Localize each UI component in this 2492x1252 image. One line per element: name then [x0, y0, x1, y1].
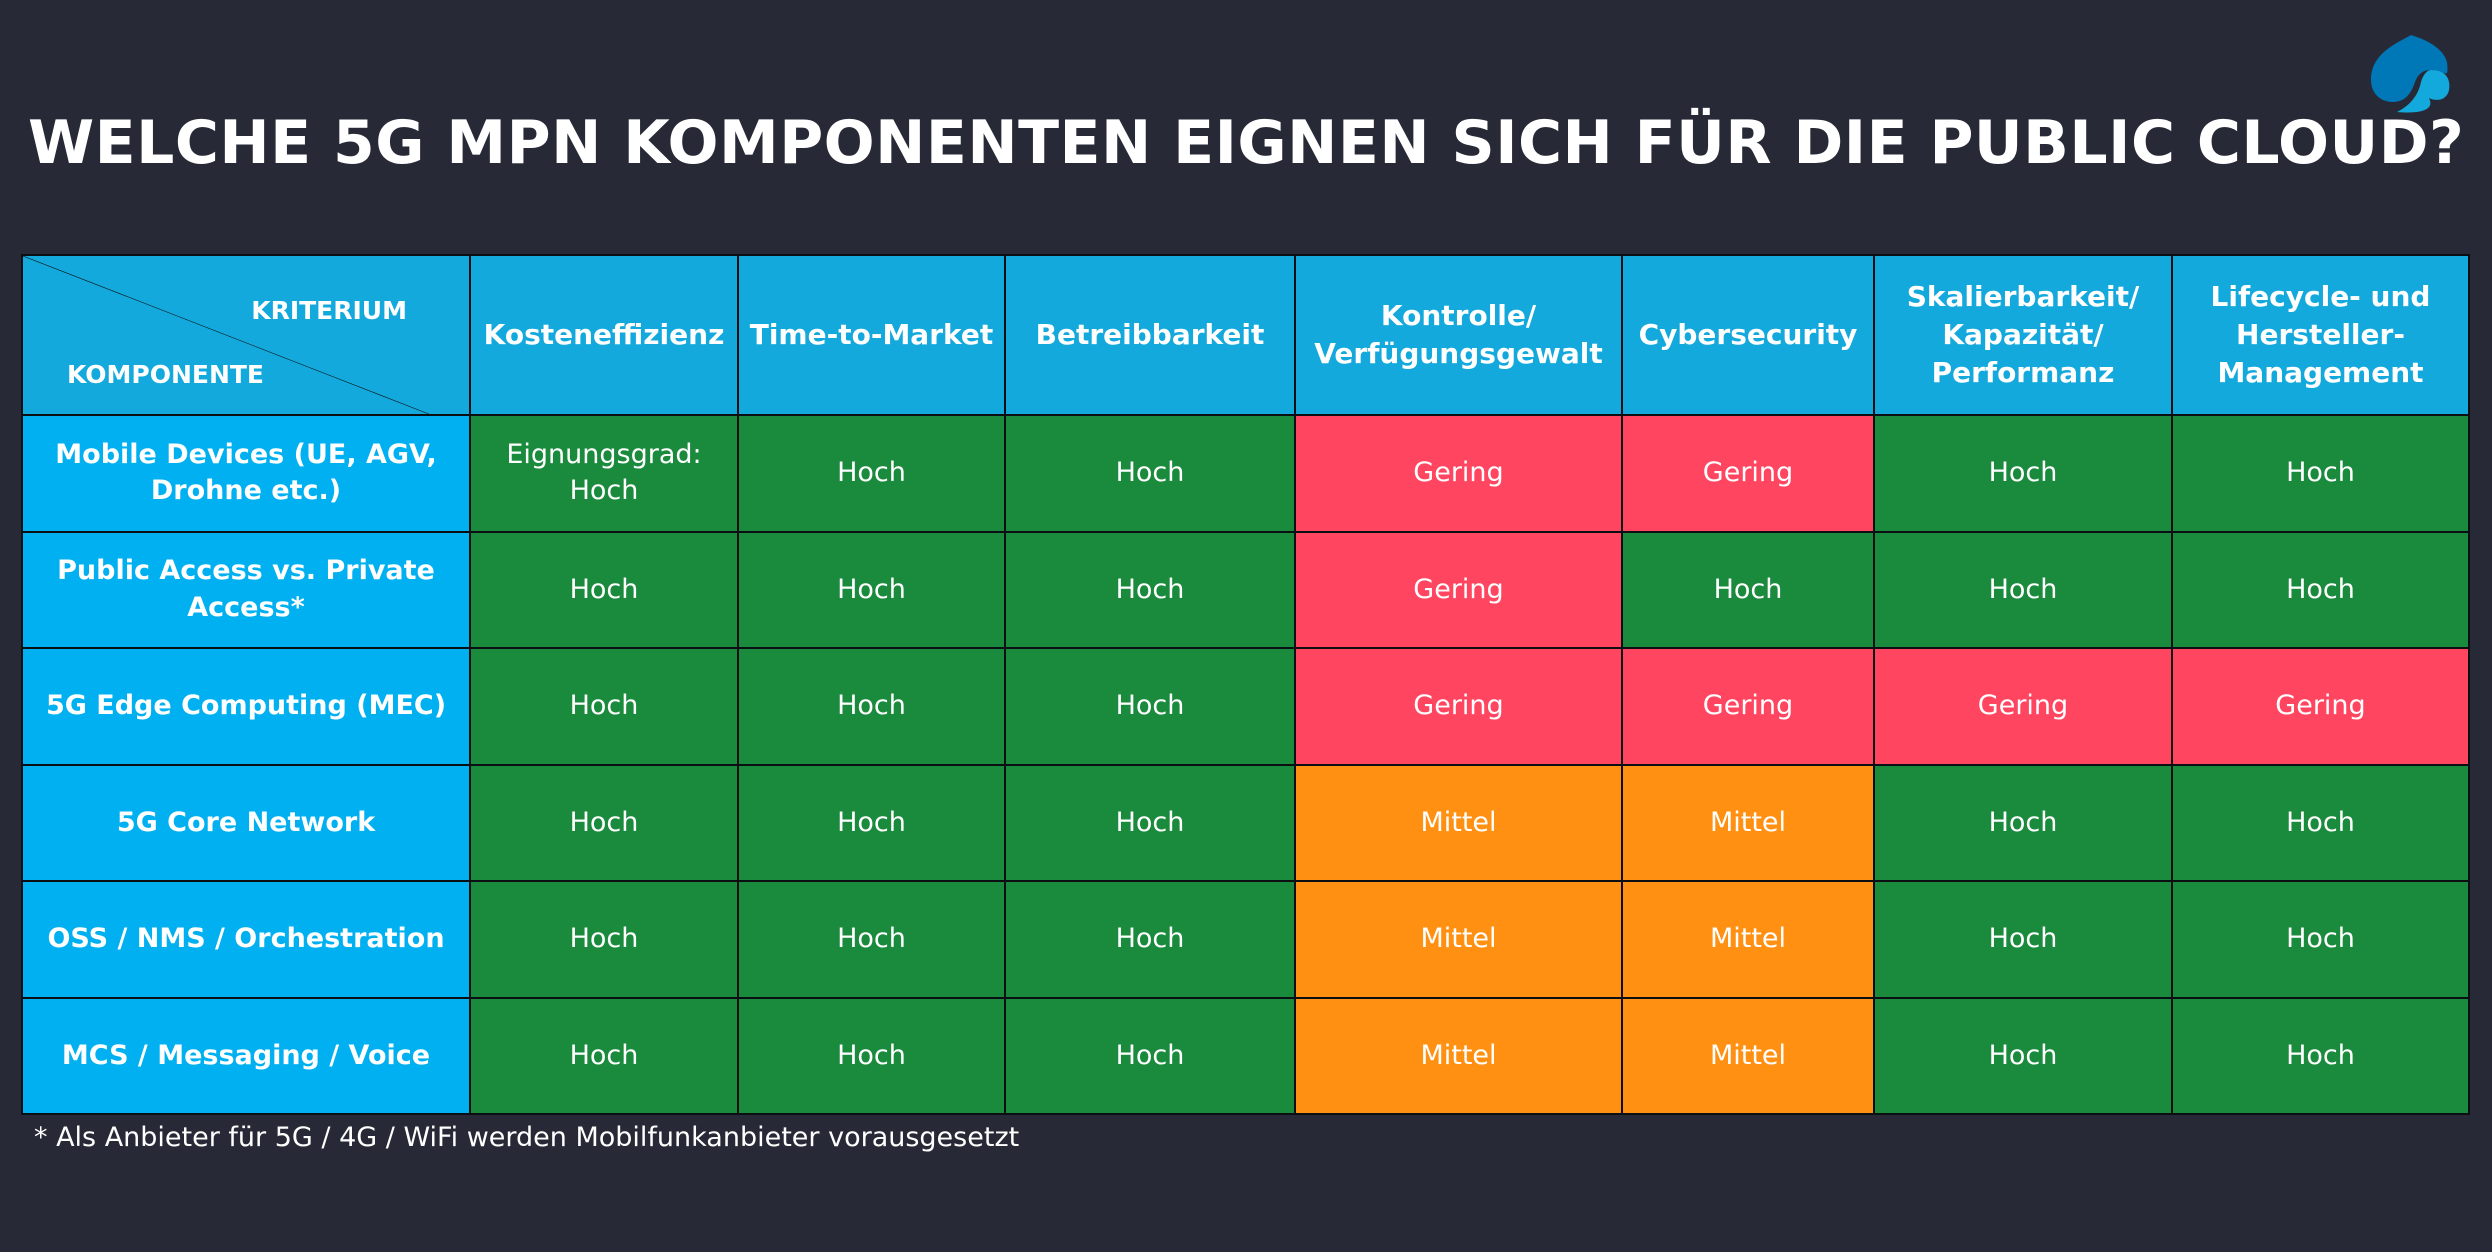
rating-cell: Hoch [471, 882, 737, 997]
column-header: Cybersecurity [1623, 256, 1873, 414]
rating-cell: Hoch [1006, 532, 1294, 647]
row-header-component: OSS / NMS / Orchestration [23, 882, 469, 997]
rating-cell: Hoch [1006, 998, 1294, 1113]
rating-cell: Gering [1296, 416, 1621, 531]
rating-cell: Gering [1623, 649, 1873, 764]
rating-cell: Hoch [1006, 765, 1294, 880]
rating-cell: Hoch [2173, 532, 2468, 647]
rating-cell: Hoch [739, 998, 1004, 1113]
suitability-table: KRITERIUM KOMPONENTE Kosteneffizienz Time… [21, 254, 2470, 1115]
rating-cell: Hoch [1006, 649, 1294, 764]
rating-cell: Gering [1875, 649, 2171, 764]
rating-cell: Hoch [1006, 416, 1294, 531]
rating-cell: Mittel [1623, 882, 1873, 997]
rating-cell: Mittel [1296, 765, 1621, 880]
rating-cell: Hoch [1006, 882, 1294, 997]
diagonal-divider [23, 256, 469, 414]
rating-cell: Hoch [1875, 998, 2171, 1113]
page-title: WELCHE 5G MPN KOMPONENTEN EIGNEN SICH FÜ… [28, 108, 2465, 178]
rating-cell: Hoch [1875, 765, 2171, 880]
row-header-component: MCS / Messaging / Voice [23, 998, 469, 1113]
rating-cell: Hoch [739, 649, 1004, 764]
rating-cell: Hoch [471, 765, 737, 880]
row-header-component: 5G Core Network [23, 765, 469, 880]
column-header: Time-to-Market [739, 256, 1004, 414]
row-header-component: Mobile Devices (UE, AGV, Drohne etc.) [23, 416, 469, 531]
rating-cell: Hoch [739, 765, 1004, 880]
rating-cell: Mittel [1296, 998, 1621, 1113]
row-header-component: 5G Edge Computing (MEC) [23, 649, 469, 764]
rating-cell: Hoch [2173, 998, 2468, 1113]
rating-cell: Hoch [2173, 882, 2468, 997]
column-header: Betreibbarkeit [1006, 256, 1294, 414]
rating-cell: Gering [2173, 649, 2468, 764]
rating-cell: Hoch [739, 882, 1004, 997]
rating-cell: Gering [1296, 532, 1621, 647]
rating-cell: Hoch [1875, 882, 2171, 997]
rating-cell: Hoch [2173, 765, 2468, 880]
rating-cell: Eignungsgrad: Hoch [471, 416, 737, 531]
spade-logo-icon [2371, 35, 2450, 113]
column-header: Kontrolle/ Verfügungsgewalt [1296, 256, 1621, 414]
component-label: KOMPONENTE [67, 360, 265, 390]
column-header: Lifecycle- und Hersteller-Management [2173, 256, 2468, 414]
rating-cell: Gering [1623, 416, 1873, 531]
row-header-component: Public Access vs. Private Access* [23, 532, 469, 647]
criterion-label: KRITERIUM [251, 296, 407, 325]
rating-cell: Gering [1296, 649, 1621, 764]
rating-cell: Hoch [471, 649, 737, 764]
rating-cell: Hoch [739, 416, 1004, 531]
rating-cell: Mittel [1296, 882, 1621, 997]
rating-cell: Hoch [2173, 416, 2468, 531]
rating-cell: Hoch [1623, 532, 1873, 647]
rating-cell: Hoch [471, 532, 737, 647]
table-corner-header: KRITERIUM KOMPONENTE [23, 256, 469, 414]
rating-cell: Hoch [471, 998, 737, 1113]
rating-cell: Mittel [1623, 765, 1873, 880]
rating-cell: Hoch [1875, 532, 2171, 647]
rating-cell: Hoch [739, 532, 1004, 647]
rating-cell: Mittel [1623, 998, 1873, 1113]
column-header: Kosteneffizienz [471, 256, 737, 414]
rating-cell: Hoch [1875, 416, 2171, 531]
column-header: Skalierbarkeit/ Kapazität/ Performanz [1875, 256, 2171, 414]
footnote: * Als Anbieter für 5G / 4G / WiFi werden… [34, 1122, 1020, 1153]
